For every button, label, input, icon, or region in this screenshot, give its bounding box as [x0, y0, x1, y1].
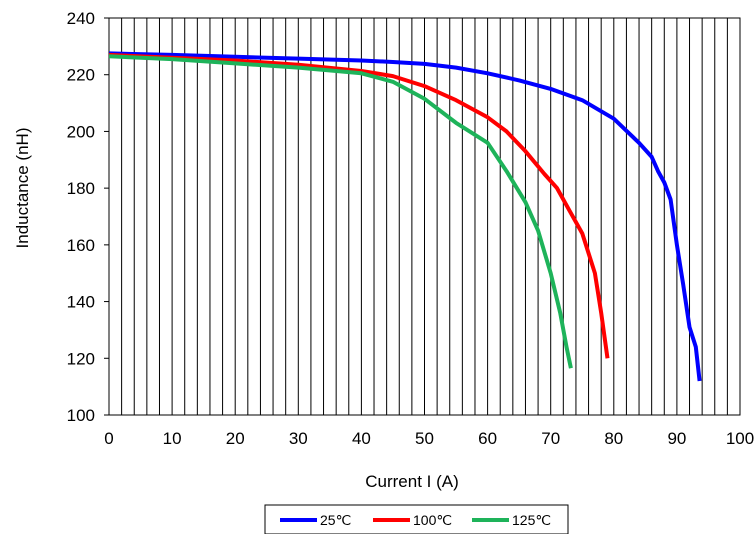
x-tick-label: 100 [726, 429, 754, 448]
legend-label: 100℃ [413, 512, 452, 528]
x-tick-label: 0 [104, 429, 113, 448]
series-line-1 [108, 51, 702, 382]
x-tick-label: 10 [163, 429, 182, 448]
x-axis-ticks: 0 10 20 30 40 50 60 70 80 90 100 [104, 429, 754, 448]
x-tick-label: 70 [541, 429, 560, 448]
x-tick-label: 20 [226, 429, 245, 448]
series-line-2 [108, 52, 610, 359]
series-lines [108, 51, 702, 382]
plot-area [108, 17, 741, 416]
x-axis-title: Current I (A) [365, 472, 459, 491]
y-tick-label: 140 [67, 293, 95, 312]
y-tick-label: 160 [67, 236, 95, 255]
x-tick-label: 30 [289, 429, 308, 448]
x-tick-label: 40 [352, 429, 371, 448]
legend: 25℃ 100℃ 125℃ [264, 504, 569, 534]
y-tick-label: 100 [67, 406, 95, 425]
legend-label: 25℃ [320, 512, 351, 528]
legend-label: 125℃ [512, 512, 551, 528]
y-axis-ticks: 100 120 140 160 180 200 220 240 [67, 9, 109, 425]
x-tick-label: 90 [667, 429, 686, 448]
y-tick-label: 220 [67, 66, 95, 85]
grid-lines [121, 18, 728, 415]
y-tick-label: 120 [67, 349, 95, 368]
y-tick-label: 180 [67, 179, 95, 198]
x-tick-label: 50 [415, 429, 434, 448]
x-tick-label: 80 [604, 429, 623, 448]
x-tick-label: 60 [478, 429, 497, 448]
y-tick-label: 240 [67, 9, 95, 28]
y-tick-label: 200 [67, 122, 95, 141]
series-line-3 [108, 54, 573, 369]
y-axis-title: Inductance (nH) [13, 128, 32, 249]
